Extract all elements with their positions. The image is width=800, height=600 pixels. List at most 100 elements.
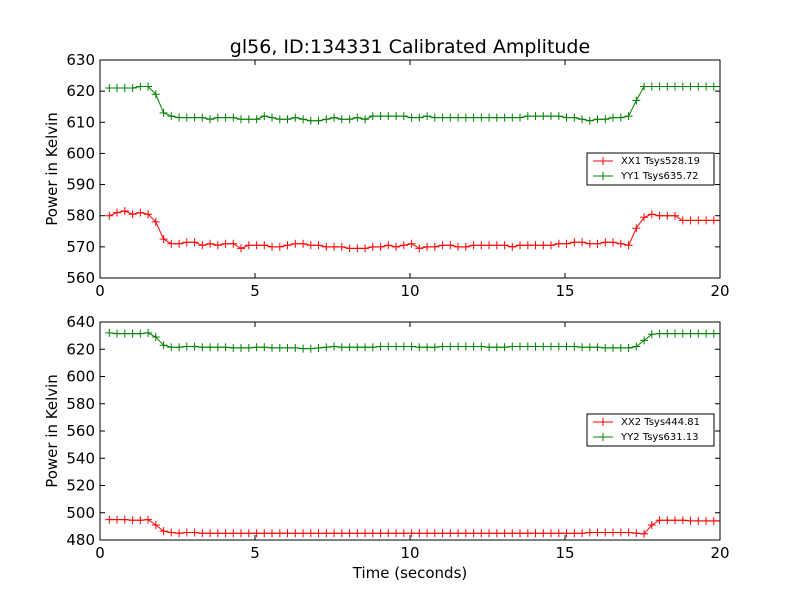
data-point [128,210,137,219]
data-point [361,244,370,253]
data-point [601,115,610,124]
data-point [275,242,284,251]
data-point [430,242,439,251]
data-point [438,529,447,538]
data-point [632,224,641,233]
data-point [128,84,137,92]
data-point [291,113,300,122]
data-point [368,112,377,121]
data-point [392,342,401,351]
data-point [113,84,121,92]
data-point [322,529,331,538]
data-point [454,529,463,538]
data-point [322,343,331,352]
data-point [283,241,292,250]
data-point [376,529,385,538]
bottom-chart-series-2 [105,328,720,353]
data-point [624,241,633,250]
y-tick-label: 560 [66,269,95,287]
y-tick-label: 620 [66,340,95,358]
x-tick-label: 5 [250,544,260,562]
data-point [663,211,672,220]
data-point [198,241,207,250]
data-point [485,529,494,538]
legend-item: YY2 Tsys631.13 [593,432,699,443]
data-point [632,342,641,351]
legend-marker-xx1 [599,157,607,165]
data-point [268,529,276,538]
data-point [198,529,207,538]
data-point [113,515,121,524]
data-point [492,529,501,538]
data-point [252,529,261,538]
bottom-chart-y-axis-label: Power in Kelvin [43,374,61,488]
data-point [702,516,711,525]
data-point [446,241,455,250]
data-point [244,241,253,250]
data-point [430,529,439,538]
data-point [175,113,184,122]
data-point [353,529,362,538]
data-point [322,242,331,251]
data-point [461,529,470,538]
data-point [128,516,137,525]
data-point [237,343,245,352]
data-point [415,529,424,538]
data-point [492,113,501,122]
data-point [105,211,114,220]
y-tick-label: 560 [66,422,95,440]
x-tick-label: 0 [95,544,105,562]
data-point [159,235,168,244]
data-point [609,528,617,537]
data-point [399,241,408,250]
data-point [306,116,315,125]
data-point [554,342,563,351]
top-chart-title: gl56, ID:134331 Calibrated Amplitude [230,36,590,58]
data-point [632,96,641,105]
data-point [686,329,695,338]
legend-item: XX2 Tsys444.81 [593,417,700,428]
legend-label-yy2: YY2 Tsys631.13 [620,432,699,443]
data-point [353,244,362,253]
data-point [438,113,447,122]
bottom-chart-series-1 [105,515,720,538]
data-point [368,529,377,538]
x-tick-label: 0 [95,282,105,300]
data-point [368,343,377,352]
data-point [663,516,672,525]
data-point [120,207,129,215]
y-tick-label: 630 [66,51,95,69]
data-point [384,529,393,538]
data-point [376,342,385,351]
data-point [136,516,145,525]
data-point [299,529,308,538]
data-point [190,528,199,537]
data-point [531,241,540,250]
data-point [399,112,408,121]
data-point [640,336,649,345]
top-chart-y-axis-label: Power in Kelvin [43,112,61,226]
data-point [477,241,486,250]
data-point [260,241,269,250]
data-point [570,529,579,538]
data-point [213,529,222,538]
data-point [423,242,432,251]
data-point [268,343,276,352]
data-point [299,239,308,248]
legend-label-xx2: XX2 Tsys444.81 [621,417,700,428]
data-point [190,113,199,122]
data-point [523,529,532,538]
data-point [330,342,339,351]
y-tick-label: 580 [66,207,95,225]
data-point [392,112,401,121]
data-point [306,344,315,353]
data-point [392,529,401,538]
data-point [716,516,720,525]
data-point [275,529,284,538]
data-point [392,242,401,251]
data-point [221,113,230,122]
data-point [678,516,687,525]
legend-item: XX1 Tsys528.19 [593,156,700,167]
bottom-chart-series-layer [105,328,720,538]
data-point [554,529,563,538]
